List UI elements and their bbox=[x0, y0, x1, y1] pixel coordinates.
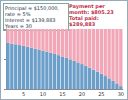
html-text:Years = 30: Years = 30 bbox=[5, 23, 32, 29]
svg-text:15: 15 bbox=[59, 91, 65, 97]
svg-text:10: 10 bbox=[40, 91, 46, 97]
html-text:Principal = $150,000, rate = 5: Principal = $150,000, rate = 5% bbox=[5, 5, 60, 17]
svg-text:25: 25 bbox=[98, 91, 104, 97]
html-text:Interest = $139,883: Interest = $139,883 bbox=[5, 17, 56, 23]
svg-text:5: 5 bbox=[22, 91, 25, 97]
svg-text:30: 30 bbox=[118, 91, 124, 97]
svg-text:20: 20 bbox=[79, 91, 85, 97]
html-text:Total paid: $289,883: Total paid: $289,883 bbox=[69, 15, 99, 27]
html-text:Payment per month: $805.23: Payment per month: $805.23 bbox=[69, 3, 114, 15]
